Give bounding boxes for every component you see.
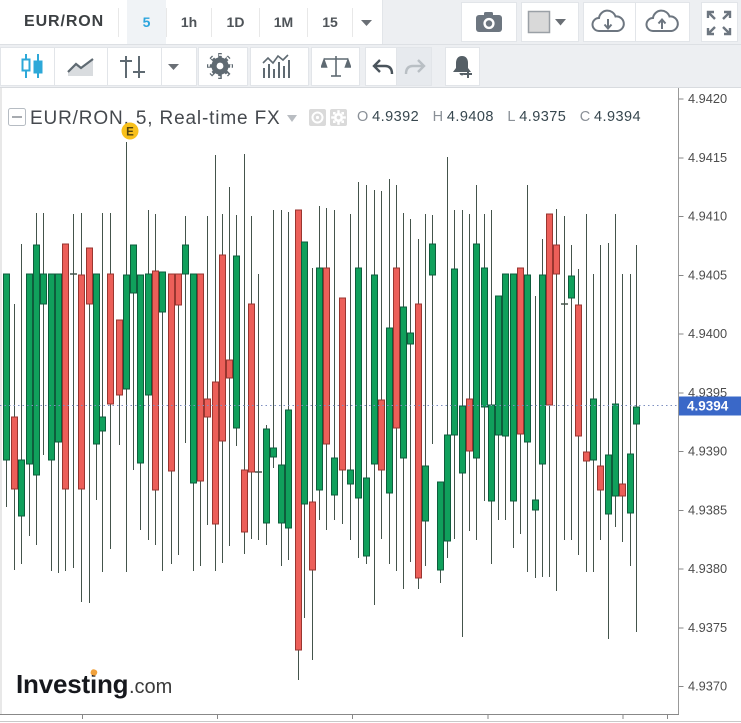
svg-text:4.9395: 4.9395 bbox=[688, 385, 727, 400]
svg-text:4.9380: 4.9380 bbox=[688, 561, 727, 576]
svg-text:4.9375: 4.9375 bbox=[688, 620, 727, 635]
svg-text:Investing: Investing bbox=[16, 669, 128, 699]
svg-text:4.9385: 4.9385 bbox=[688, 502, 727, 517]
svg-text:4.9394: 4.9394 bbox=[687, 399, 729, 414]
svg-text:4.9400: 4.9400 bbox=[688, 326, 727, 341]
svg-text:4.9405: 4.9405 bbox=[688, 267, 727, 282]
svg-text:4.9410: 4.9410 bbox=[688, 209, 727, 224]
svg-text:4.9420: 4.9420 bbox=[688, 91, 727, 106]
svg-text:E: E bbox=[126, 127, 134, 139]
svg-text:.com: .com bbox=[129, 676, 172, 698]
svg-text:4.9415: 4.9415 bbox=[688, 150, 727, 165]
svg-text:4.9390: 4.9390 bbox=[688, 444, 727, 459]
svg-text:4.9370: 4.9370 bbox=[688, 679, 727, 694]
